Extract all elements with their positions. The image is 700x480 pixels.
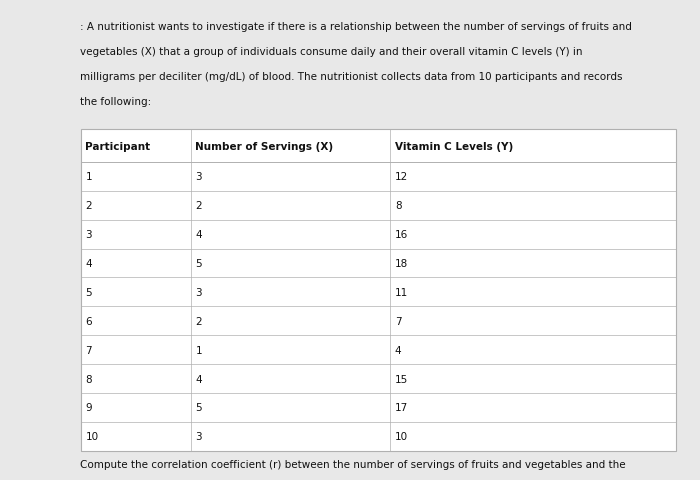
Text: 3: 3 xyxy=(195,432,202,441)
Text: 6: 6 xyxy=(85,316,92,326)
Text: 4: 4 xyxy=(85,259,92,268)
Text: 8: 8 xyxy=(395,201,401,211)
Text: 7: 7 xyxy=(395,316,401,326)
Text: 16: 16 xyxy=(395,230,408,240)
Text: Participant: Participant xyxy=(85,142,150,151)
Text: milligrams per deciliter (mg/dL) of blood. The nutritionist collects data from 1: milligrams per deciliter (mg/dL) of bloo… xyxy=(80,72,623,82)
Text: Vitamin C Levels (Y): Vitamin C Levels (Y) xyxy=(395,142,513,151)
Text: 8: 8 xyxy=(85,374,92,384)
Text: 1: 1 xyxy=(195,345,202,355)
Text: 12: 12 xyxy=(395,172,408,182)
Text: 5: 5 xyxy=(85,288,92,297)
Text: 1: 1 xyxy=(85,172,92,182)
Text: 3: 3 xyxy=(85,230,92,240)
Text: 9: 9 xyxy=(85,403,92,412)
Text: 3: 3 xyxy=(195,288,202,297)
Text: 5: 5 xyxy=(195,403,202,412)
Text: 3: 3 xyxy=(195,172,202,182)
Text: 10: 10 xyxy=(395,432,408,441)
Text: 4: 4 xyxy=(195,374,202,384)
Bar xyxy=(80,130,676,451)
Text: Compute the correlation coefficient (r) between the number of servings of fruits: Compute the correlation coefficient (r) … xyxy=(80,459,626,469)
Text: Number of Servings (X): Number of Servings (X) xyxy=(195,142,334,151)
Text: 2: 2 xyxy=(85,201,92,211)
Text: 15: 15 xyxy=(395,374,408,384)
Text: 2: 2 xyxy=(195,201,202,211)
Text: 4: 4 xyxy=(195,230,202,240)
Text: 7: 7 xyxy=(85,345,92,355)
Text: the following:: the following: xyxy=(80,96,152,107)
Text: : A nutritionist wants to investigate if there is a relationship between the num: : A nutritionist wants to investigate if… xyxy=(80,22,632,32)
Text: 18: 18 xyxy=(395,259,408,268)
Text: 5: 5 xyxy=(195,259,202,268)
Text: 11: 11 xyxy=(395,288,408,297)
Text: 2: 2 xyxy=(195,316,202,326)
Text: 4: 4 xyxy=(395,345,401,355)
Text: vegetables (X) that a group of individuals consume daily and their overall vitam: vegetables (X) that a group of individua… xyxy=(80,47,583,57)
Text: 10: 10 xyxy=(85,432,99,441)
Text: 17: 17 xyxy=(395,403,408,412)
